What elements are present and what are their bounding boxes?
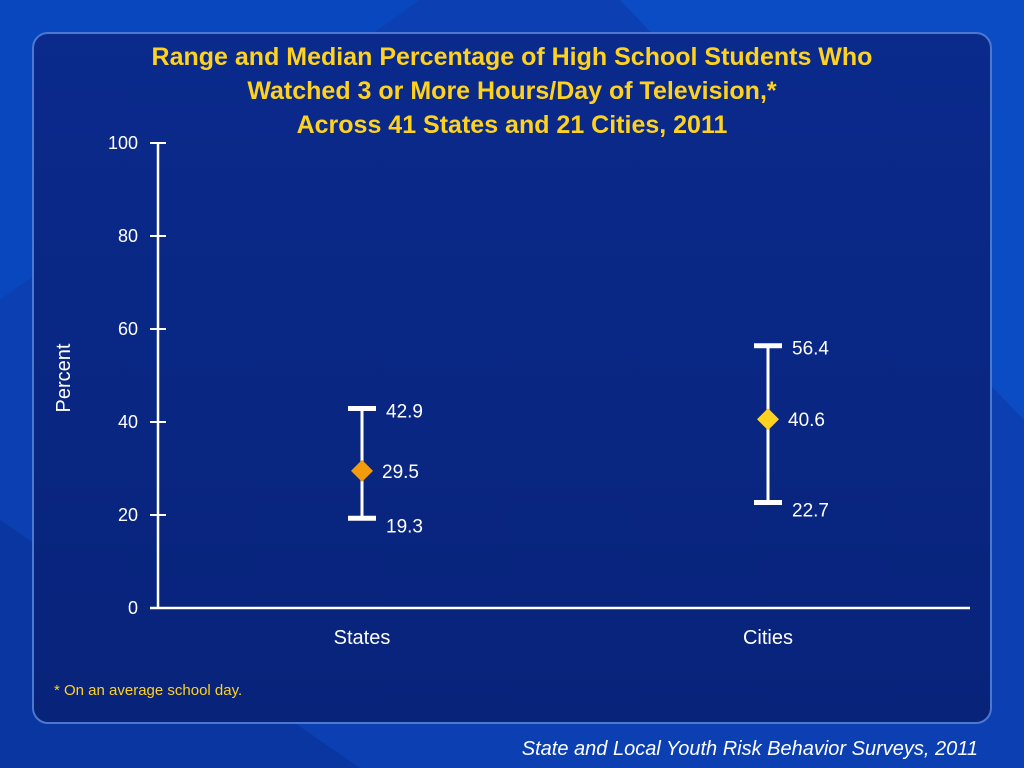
footnote: * On an average school day. — [54, 682, 243, 699]
y-tick-label: 100 — [108, 133, 138, 153]
min-value-label: 19.3 — [386, 516, 423, 537]
source-citation: State and Local Youth Risk Behavior Surv… — [521, 738, 978, 760]
range-bars: 42.9 29.5 19.3 States 56.4 40.6 22.7 Cities — [334, 339, 830, 649]
category-label: Cities — [743, 627, 793, 649]
min-value-label: 22.7 — [792, 500, 829, 521]
title-line-2: Watched 3 or More Hours/Day of Televisio… — [247, 77, 777, 105]
y-tick-label: 60 — [118, 319, 138, 339]
chart-axes — [150, 143, 970, 610]
median-value-label: 29.5 — [382, 462, 419, 483]
category-label: States — [334, 627, 391, 649]
y-axis-label: Percent — [53, 343, 75, 412]
max-value-label: 56.4 — [792, 339, 829, 360]
max-value-label: 42.9 — [386, 402, 423, 423]
y-axis-ticks: 0 20 40 60 80 100 — [108, 133, 166, 618]
chart-title: Range and Median Percentage of High Scho… — [40, 40, 984, 142]
y-tick-label: 80 — [118, 226, 138, 246]
median-marker — [351, 459, 373, 482]
median-value-label: 40.6 — [788, 410, 825, 431]
y-tick-label: 40 — [118, 412, 138, 432]
y-tick-label: 20 — [118, 505, 138, 525]
title-line-1: Range and Median Percentage of High Scho… — [151, 43, 873, 71]
median-marker — [757, 408, 779, 431]
y-tick-label: 0 — [128, 598, 138, 618]
title-line-3: Across 41 States and 21 Cities, 2011 — [296, 111, 728, 139]
